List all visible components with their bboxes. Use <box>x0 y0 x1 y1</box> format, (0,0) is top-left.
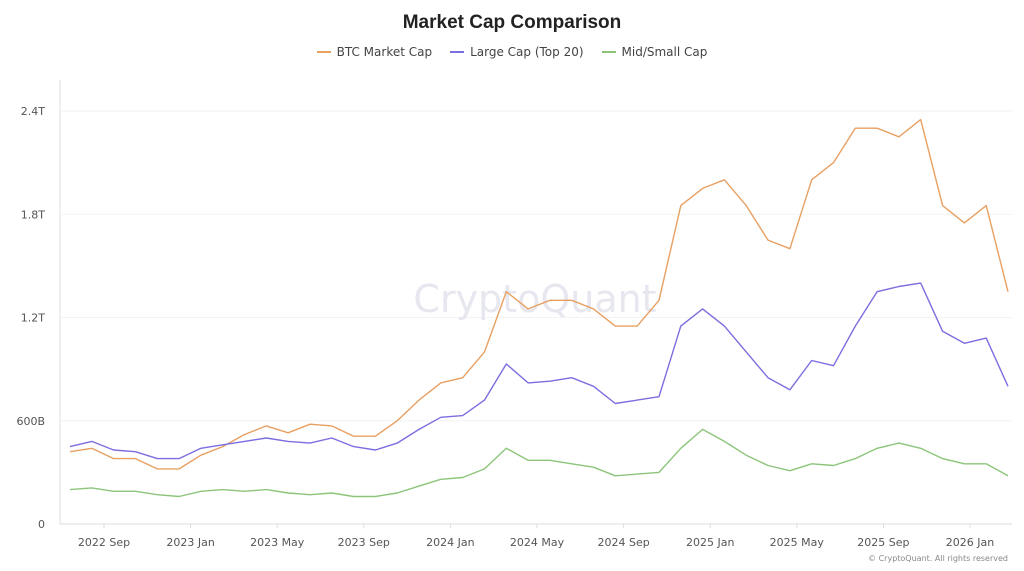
y-tick-label: 600B <box>16 415 45 428</box>
legend-swatch <box>601 51 616 53</box>
y-tick-label: 0 <box>38 518 45 531</box>
y-tick-label: 2.4T <box>21 105 45 118</box>
x-tick-label: 2026 Jan <box>946 536 994 549</box>
copyright-footer: © CryptoQuant. All rights reserved <box>868 554 1008 563</box>
legend-item-mid-small-cap[interactable]: Mid/Small Cap <box>601 45 707 59</box>
x-tick-label: 2025 May <box>770 536 825 549</box>
y-tick-label: 1.2T <box>21 312 45 325</box>
x-tick-label: 2023 May <box>250 536 305 549</box>
legend-swatch <box>316 51 331 53</box>
x-tick-label: 2025 Jan <box>686 536 734 549</box>
legend-swatch <box>450 51 465 53</box>
x-tick-label: 2023 Jan <box>166 536 214 549</box>
x-tick-label: 2022 Sep <box>78 536 130 549</box>
legend-item-btc[interactable]: BTC Market Cap <box>316 45 432 59</box>
x-tick-label: 2025 Sep <box>857 536 909 549</box>
series-line-mid-small-cap <box>69 428 1009 498</box>
chart-title: Market Cap Comparison <box>402 12 622 33</box>
legend-item-large-cap[interactable]: Large Cap (Top 20) <box>450 45 584 59</box>
series-line-large-cap <box>69 282 1009 460</box>
x-tick-label: 2023 Sep <box>338 536 390 549</box>
legend: BTC Market Cap Large Cap (Top 20) Mid/Sm… <box>0 45 1024 59</box>
x-tick-label: 2024 Jan <box>426 536 474 549</box>
x-tick-label: 2024 Sep <box>597 536 649 549</box>
x-tick-label: 2024 May <box>510 536 565 549</box>
watermark-logo: CryptoQuant <box>413 277 656 321</box>
y-tick-label: 1.8T <box>21 208 45 221</box>
